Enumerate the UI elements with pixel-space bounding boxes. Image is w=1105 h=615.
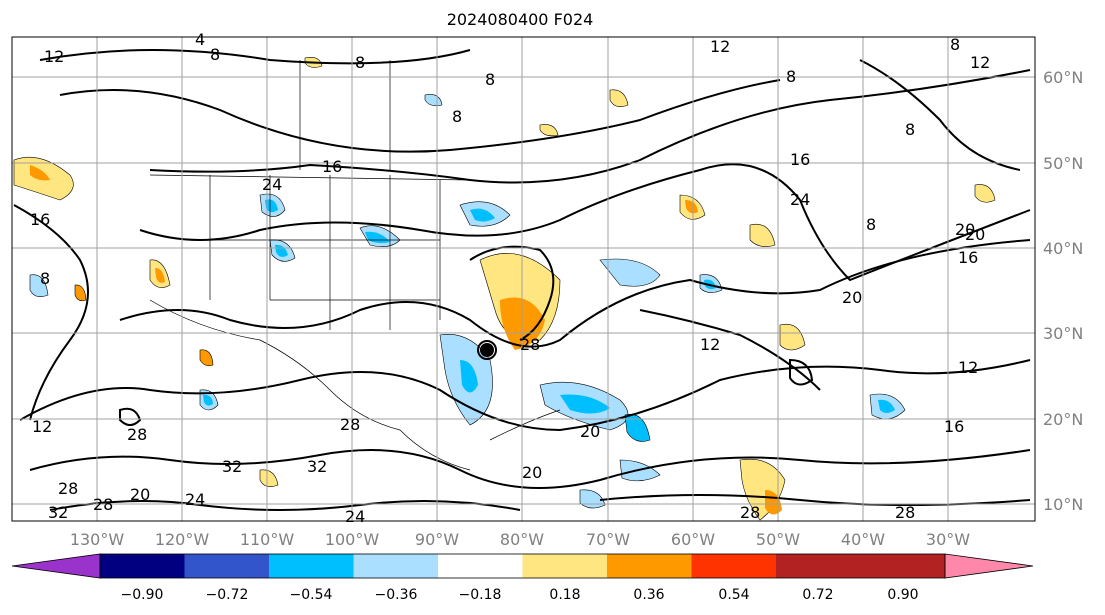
contour-label: 8 (950, 35, 960, 54)
colorbar-tick-label: 0.36 (633, 587, 664, 603)
contour-label: 8 (210, 45, 220, 64)
lon-tick-label: 80°W (500, 530, 544, 549)
colorbar-tick-label: 0.90 (887, 587, 918, 603)
contour-label: 8 (355, 53, 365, 72)
contour-label: 24 (185, 490, 205, 509)
colorbar-segment (438, 554, 523, 578)
colorbar-segment (184, 554, 269, 578)
lat-tick-label: 10°N (1043, 495, 1083, 514)
colorbar-segment (607, 554, 692, 578)
colorbar-tick-label: −0.90 (121, 587, 164, 603)
colorbar-tick-label: 0.18 (549, 587, 580, 603)
contour-label: 28 (58, 479, 78, 498)
lon-tick-label: 60°W (671, 530, 715, 549)
contour-label: 32 (307, 457, 327, 476)
lon-tick-label: 40°W (841, 530, 885, 549)
contour-label: 28 (895, 503, 915, 522)
longitude-labels: 130°W 120°W 110°W 100°W 90°W 80°W 70°W 6… (70, 530, 970, 549)
latitude-labels: 60°N 50°N 40°N 30°N 20°N 10°N (1043, 68, 1083, 514)
lat-tick-label: 20°N (1043, 410, 1083, 429)
shading-layer (13, 57, 996, 521)
contour-label: 8 (485, 70, 495, 89)
colorbar-tick-label: −0.72 (206, 587, 249, 603)
lon-tick-label: 120°W (155, 530, 210, 549)
graticule (12, 37, 1035, 521)
contour-label: 16 (944, 417, 964, 436)
contour-label: 20 (522, 463, 542, 482)
colorbar-segment (776, 554, 861, 578)
contour-label: 12 (700, 335, 720, 354)
lon-tick-label: 50°W (756, 530, 800, 549)
map-panel: 12 4 8 8 8 8 12 8 8 16 24 16 24 8 20 8 1… (11, 30, 1036, 526)
colorbar-segment (269, 554, 354, 578)
map-title: 2024080400 F024 (446, 10, 594, 29)
storm-center-marker (480, 343, 494, 357)
contour-label: 12 (44, 47, 64, 66)
contour-label: 16 (30, 210, 50, 229)
colorbar-tick-label: −0.54 (290, 587, 333, 603)
lon-tick-label: 110°W (240, 530, 295, 549)
lat-tick-label: 40°N (1043, 239, 1083, 258)
contour-label: 32 (222, 457, 242, 476)
contour-label: 24 (262, 175, 282, 194)
contour-label: 28 (93, 495, 113, 514)
colorbar-segment (522, 554, 607, 578)
contour-label: 4 (195, 30, 205, 49)
colorbar-low-extension (11, 553, 101, 579)
contour-label: 12 (958, 358, 978, 377)
contour-label: 20 (965, 225, 985, 244)
contour-label: 20 (580, 422, 600, 441)
lat-tick-label: 60°N (1043, 68, 1083, 87)
contour-label: 20 (842, 288, 862, 307)
contour-label: 28 (340, 415, 360, 434)
contour-label: 16 (790, 150, 810, 169)
contour-label: 28 (127, 425, 147, 444)
contour-label: 28 (520, 335, 540, 354)
lat-tick-label: 50°N (1043, 154, 1083, 173)
colorbar-tick-label: 0.72 (802, 587, 833, 603)
contour-label: 20 (130, 485, 150, 504)
colorbar-segment (860, 554, 945, 578)
lon-tick-label: 100°W (325, 530, 380, 549)
contour-label: 28 (740, 503, 760, 522)
colorbar: −0.90 −0.72 −0.54 −0.36 −0.18 0.18 0.36 … (11, 553, 1034, 603)
contour-label: 24 (345, 507, 365, 526)
contour-label: 16 (322, 157, 342, 176)
lat-tick-label: 30°N (1043, 324, 1083, 343)
lon-tick-label: 70°W (586, 530, 630, 549)
contour-label: 8 (40, 269, 50, 288)
contour-label: 8 (905, 120, 915, 139)
colorbar-segment (100, 554, 185, 578)
contour-label: 12 (710, 37, 730, 56)
contour-label: 24 (790, 190, 810, 209)
colorbar-tick-label: −0.36 (375, 587, 418, 603)
contour-label: 12 (32, 417, 52, 436)
contour-label: 20 (955, 220, 975, 239)
contour-label: 8 (786, 67, 796, 86)
contour-layer (13, 49, 1031, 511)
colorbar-high-extension (944, 553, 1034, 579)
lon-tick-label: 130°W (70, 530, 125, 549)
colorbar-segment (353, 554, 438, 578)
lon-tick-label: 30°W (926, 530, 970, 549)
contour-label: 16 (958, 248, 978, 267)
lon-tick-label: 90°W (415, 530, 459, 549)
contour-labels: 12 4 8 8 8 8 12 8 8 16 24 16 24 8 20 8 1… (30, 30, 990, 526)
colorbar-tick-label: 0.54 (718, 587, 749, 603)
colorbar-segment (691, 554, 776, 578)
contour-label: 8 (866, 215, 876, 234)
colorbar-ticks: −0.90 −0.72 −0.54 −0.36 −0.18 0.18 0.36 … (121, 587, 919, 603)
boundary-layer (149, 60, 561, 471)
contour-label: 12 (970, 53, 990, 72)
contour-label: 8 (452, 107, 462, 126)
contour-label: 32 (48, 503, 68, 522)
colorbar-tick-label: −0.18 (459, 587, 502, 603)
